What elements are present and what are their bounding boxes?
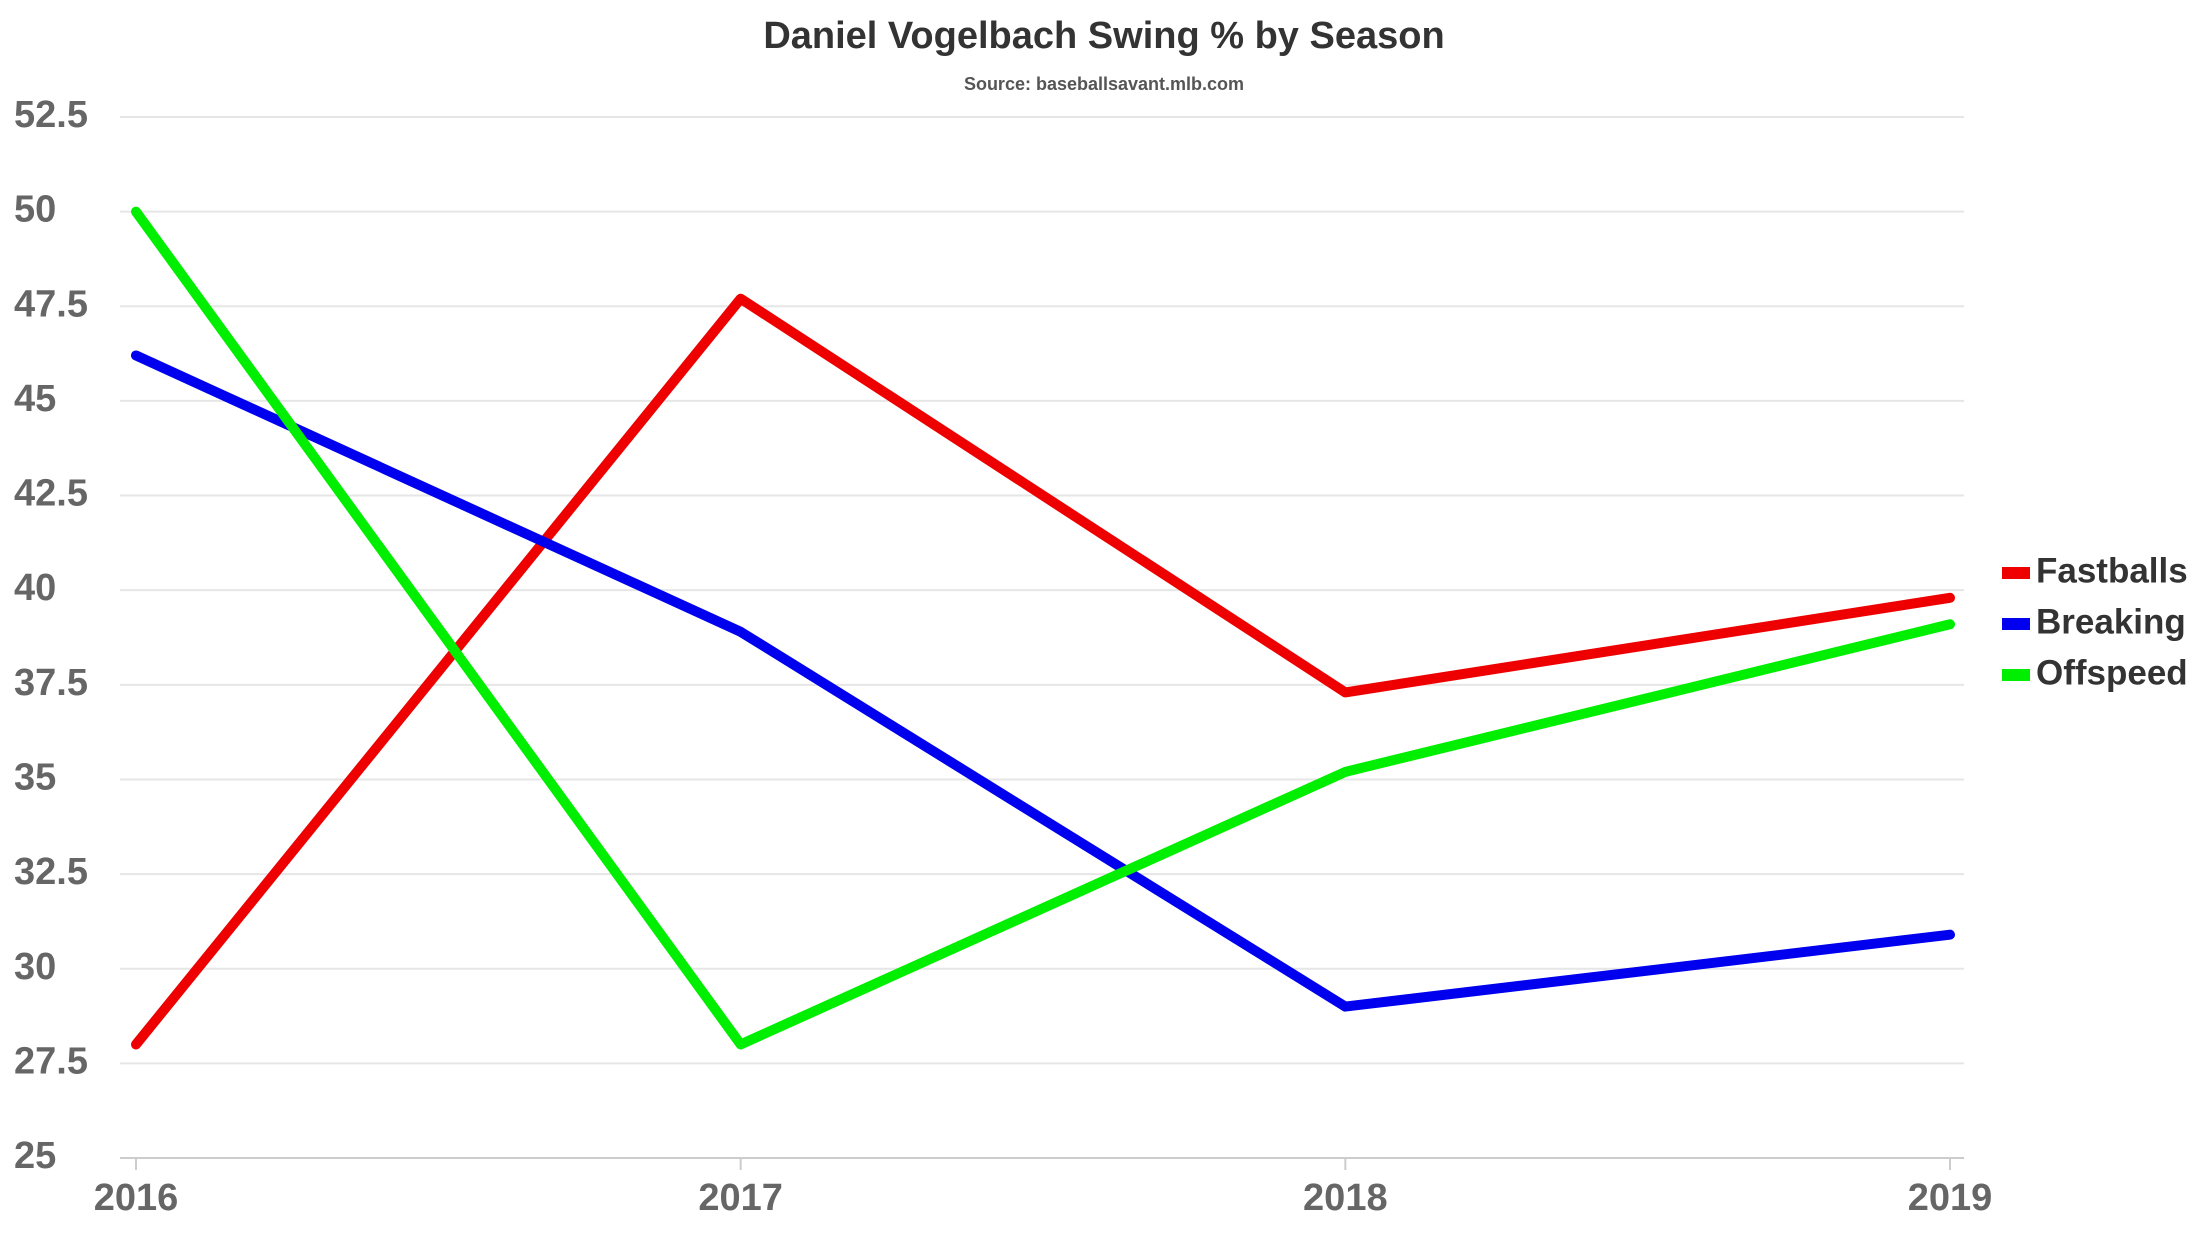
x-tick-label: 2018 bbox=[1303, 1177, 1388, 1219]
legend-swatch bbox=[2002, 669, 2030, 681]
y-tick-label: 47.5 bbox=[14, 283, 88, 325]
y-tick-label: 35 bbox=[14, 756, 56, 798]
legend-swatch bbox=[2002, 567, 2030, 579]
legend-label: Breaking bbox=[2036, 602, 2186, 641]
series-line bbox=[131, 206, 1955, 1050]
legend-swatch bbox=[2002, 618, 2030, 630]
y-tick-label: 40 bbox=[14, 567, 56, 609]
y-tick-label: 45 bbox=[14, 378, 56, 420]
chart-title: Daniel Vogelbach Swing % by Season bbox=[763, 15, 1444, 57]
legend-label: Fastballs bbox=[2036, 551, 2188, 590]
y-tick-label: 37.5 bbox=[14, 662, 88, 704]
series-line bbox=[131, 350, 1955, 1012]
y-tick-label: 32.5 bbox=[14, 851, 88, 893]
y-tick-label: 42.5 bbox=[14, 473, 88, 515]
y-tick-label: 30 bbox=[14, 946, 56, 988]
y-tick-label: 27.5 bbox=[14, 1040, 88, 1082]
x-tick-label: 2017 bbox=[698, 1177, 783, 1219]
y-tick-label: 50 bbox=[14, 189, 56, 231]
x-tick-label: 2019 bbox=[1908, 1177, 1993, 1219]
chart-subtitle: Source: baseballsavant.mlb.com bbox=[964, 74, 1244, 94]
legend-label: Offspeed bbox=[2036, 653, 2188, 692]
x-tick-label: 2016 bbox=[94, 1177, 179, 1219]
y-tick-label: 52.5 bbox=[14, 94, 88, 136]
y-tick-label: 25 bbox=[14, 1135, 56, 1177]
series-line bbox=[131, 293, 1955, 1050]
